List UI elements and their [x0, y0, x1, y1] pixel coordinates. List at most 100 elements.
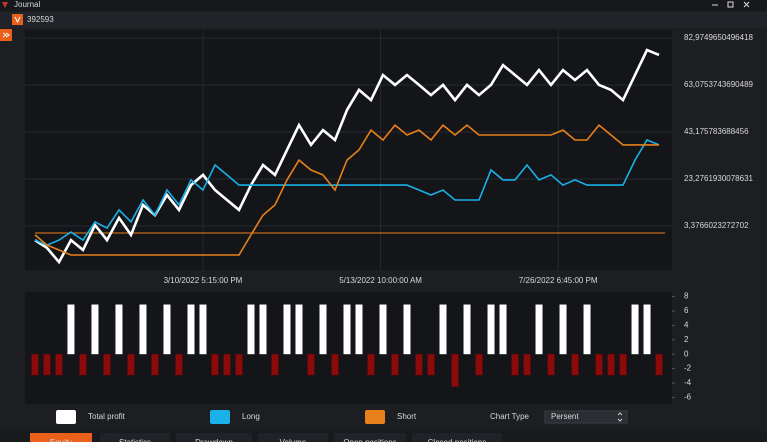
title-bar	[0, 0, 767, 11]
tab[interactable]	[334, 433, 406, 442]
tab-label: Equity	[50, 438, 72, 442]
y-tick-label: -6	[684, 393, 692, 402]
legend-label: Long	[242, 412, 260, 421]
bar	[439, 304, 447, 355]
bar	[43, 353, 51, 376]
y-tick-label: 3,3766023272702	[684, 221, 749, 230]
bar	[247, 304, 255, 355]
account-bar	[0, 12, 767, 28]
bar	[631, 304, 639, 355]
tab[interactable]	[258, 433, 328, 442]
bar	[187, 304, 195, 355]
series-line	[34, 123, 659, 256]
y-tick-label: 4	[684, 321, 689, 330]
bar	[271, 353, 279, 376]
tab-label: Closed positions	[428, 438, 487, 442]
tab-label: Statistics	[119, 438, 151, 442]
bar	[559, 304, 567, 355]
select-arrows	[617, 412, 623, 422]
app-icon	[2, 2, 8, 8]
chart-type-select[interactable]	[544, 410, 628, 424]
series-line	[34, 138, 660, 246]
bar	[499, 304, 507, 355]
bar	[415, 353, 423, 376]
window-title: Journal	[14, 0, 40, 9]
bar	[175, 353, 183, 376]
x-tick-label: 5/13/2022 10:00:00 AM	[339, 276, 422, 285]
bar	[475, 353, 483, 376]
bar	[235, 353, 243, 376]
tab[interactable]	[176, 433, 252, 442]
legend-swatch[interactable]	[365, 410, 385, 424]
bar	[583, 304, 591, 355]
bar	[535, 304, 543, 355]
bar	[199, 304, 207, 355]
bar	[319, 304, 327, 355]
bar	[67, 304, 75, 355]
bar	[115, 304, 123, 355]
y-tick-label: 43,175783688456	[684, 127, 749, 136]
bar	[619, 353, 627, 376]
y-tick-label: -4	[684, 378, 692, 387]
bar	[595, 353, 603, 376]
legend-label: Short	[397, 412, 417, 421]
expand-icon	[2, 32, 10, 38]
bar	[367, 353, 375, 376]
bar	[355, 304, 363, 355]
account-badge[interactable]	[12, 14, 23, 25]
bar	[343, 304, 351, 355]
maximize-button[interactable]	[727, 1, 734, 8]
account-number: 392593	[27, 15, 54, 24]
y-tick-label: 23,2761930078631	[684, 174, 754, 183]
y-tick-label: 63,0753743690489	[684, 80, 754, 89]
x-tick-label: 3/10/2022 5:15:00 PM	[164, 276, 243, 285]
bar	[511, 353, 519, 376]
bar	[331, 353, 339, 376]
bar	[427, 353, 435, 376]
bar	[643, 304, 651, 355]
bar	[547, 353, 555, 376]
bar	[307, 353, 315, 376]
bar	[211, 353, 219, 376]
series-line	[34, 48, 660, 265]
chart-type-label: Chart Type	[490, 412, 530, 421]
y-tick-label: 82,9749650496418	[684, 33, 754, 42]
bar	[403, 304, 411, 355]
legend-label: Total profit	[88, 412, 126, 421]
chart-type-value: Persent	[551, 412, 579, 421]
bar	[607, 353, 615, 376]
bar	[91, 304, 99, 355]
bar	[523, 353, 531, 376]
bar	[223, 353, 231, 376]
bar	[655, 353, 663, 376]
bar	[487, 304, 495, 355]
bar	[571, 353, 579, 376]
bar	[151, 353, 159, 376]
close-button[interactable]	[743, 1, 750, 8]
bar	[163, 304, 171, 355]
bar	[295, 304, 303, 355]
tab[interactable]	[30, 433, 92, 442]
tab[interactable]	[412, 433, 502, 442]
y-tick-label: 8	[684, 292, 689, 301]
equity-plot-area	[25, 30, 672, 270]
bar	[451, 353, 459, 387]
legend-swatch[interactable]	[210, 410, 230, 424]
bar	[103, 353, 111, 376]
tab-label: Open positions	[343, 438, 396, 442]
tab[interactable]	[100, 433, 170, 442]
bar	[463, 304, 471, 355]
legend-swatch[interactable]	[56, 410, 76, 424]
y-tick-label: 2	[684, 335, 689, 344]
bar	[55, 353, 63, 376]
bar	[31, 353, 39, 376]
tab-label: Volume	[280, 438, 307, 442]
bar	[379, 304, 387, 355]
bar	[139, 304, 147, 355]
y-tick-label: 0	[684, 349, 689, 358]
bar	[127, 353, 135, 376]
y-tick-label: 6	[684, 306, 689, 315]
x-tick-label: 7/26/2022 6:45:00 PM	[519, 276, 598, 285]
account-badge-icon	[14, 16, 21, 24]
